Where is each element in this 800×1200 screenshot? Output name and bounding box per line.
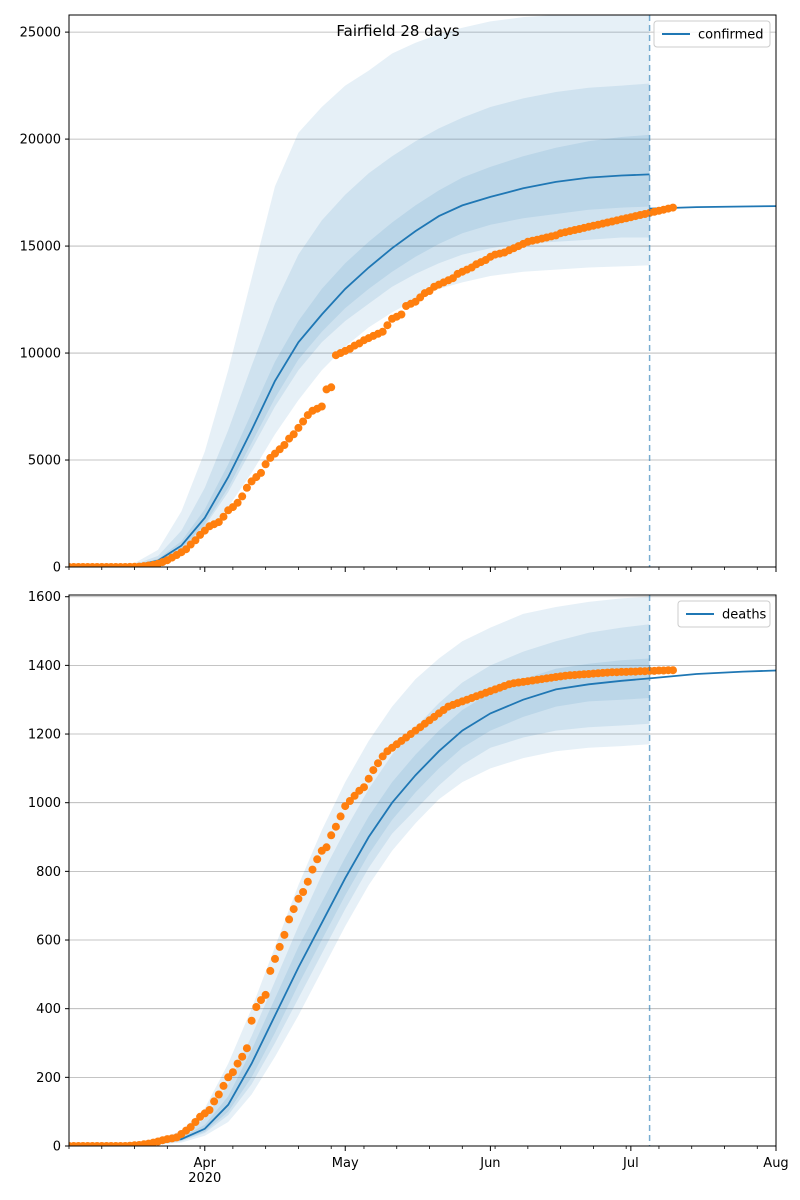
x-year-label: 2020 bbox=[188, 1171, 221, 1186]
legend-label: deaths bbox=[722, 608, 767, 623]
observed-point bbox=[669, 203, 677, 212]
legend-box bbox=[677, 600, 771, 628]
y-tick-label: 20000 bbox=[20, 133, 61, 148]
observed-point bbox=[299, 417, 308, 426]
observed-point bbox=[364, 774, 373, 783]
observed-point bbox=[191, 536, 200, 545]
observed-point bbox=[336, 812, 345, 821]
observed-point bbox=[219, 1081, 228, 1090]
observed-point bbox=[191, 1118, 200, 1126]
confirmed-panel: 0 5000 10000 15000 20000 25000 confirmed bbox=[20, 14, 777, 576]
axes-frame bbox=[68, 594, 777, 1147]
observed-point bbox=[374, 759, 382, 768]
projection-line bbox=[649, 669, 776, 680]
deaths-panel: 0 200 400 600 800 1000 1200 1400 1600 Apr May Jun Ju… bbox=[28, 590, 789, 1186]
observed-point bbox=[369, 766, 378, 775]
observed-point bbox=[299, 888, 308, 896]
observed-point bbox=[327, 383, 336, 392]
observed-point bbox=[331, 822, 340, 831]
observed-point bbox=[214, 518, 223, 527]
observed-point bbox=[210, 1097, 219, 1106]
y-tick-label: 0 bbox=[53, 1140, 61, 1155]
legend: confirmed bbox=[653, 20, 771, 48]
observed-point bbox=[214, 1090, 223, 1099]
y-tick-label: 15000 bbox=[20, 240, 61, 255]
y-tick-label: 5000 bbox=[28, 454, 61, 469]
observed-point bbox=[242, 1044, 251, 1053]
observed-point bbox=[327, 831, 336, 840]
y-tick-label: 0 bbox=[53, 561, 61, 576]
observed-point bbox=[303, 877, 312, 886]
y-tick-label: 1200 bbox=[28, 728, 61, 743]
observed-point bbox=[266, 966, 275, 975]
fit-line bbox=[69, 173, 650, 567]
uncertainty-band-1 bbox=[69, 83, 650, 567]
uncertainty-band-0 bbox=[69, 596, 650, 1146]
observed-point bbox=[378, 752, 387, 761]
observed-point bbox=[322, 843, 331, 852]
observed-point bbox=[280, 441, 289, 449]
legend-label: confirmed bbox=[698, 28, 764, 43]
observed-point bbox=[289, 430, 298, 439]
observed-point bbox=[289, 905, 298, 914]
observed-point bbox=[261, 990, 270, 999]
observed-point bbox=[233, 498, 242, 507]
observed-point bbox=[360, 783, 368, 792]
axes-frame bbox=[68, 14, 777, 568]
observed-point bbox=[242, 483, 251, 492]
observed-point bbox=[271, 954, 279, 963]
observed-point bbox=[205, 1106, 214, 1114]
observed-point bbox=[261, 460, 270, 469]
observed-point bbox=[294, 423, 303, 432]
observed-point bbox=[294, 894, 303, 903]
observed-point bbox=[275, 942, 284, 951]
y-tick-label: 600 bbox=[36, 934, 61, 949]
observed-point bbox=[378, 327, 387, 336]
observed-point bbox=[350, 791, 359, 800]
observed-point bbox=[257, 468, 265, 477]
observed-point bbox=[341, 802, 350, 811]
x-tick-label: Jun bbox=[479, 1156, 500, 1171]
y-tick-label: 800 bbox=[36, 865, 61, 880]
x-tick-label: Jul bbox=[622, 1156, 639, 1171]
observed-point bbox=[285, 915, 294, 924]
observed-point bbox=[247, 1016, 256, 1025]
plot-area bbox=[69, 15, 776, 567]
observed-point bbox=[669, 666, 677, 675]
observed-point bbox=[345, 797, 354, 805]
observed-point bbox=[238, 492, 247, 501]
observed-point bbox=[280, 930, 289, 939]
observed-point bbox=[257, 996, 265, 1005]
uncertainty-band-0 bbox=[69, 15, 650, 567]
chart-title: Fairfield 28 days bbox=[336, 22, 459, 40]
y-tick-label: 1000 bbox=[28, 796, 61, 811]
y-tick-label: 10000 bbox=[20, 347, 61, 362]
observed-point bbox=[252, 1003, 261, 1011]
x-tick-label: Aug bbox=[763, 1156, 788, 1171]
observed-point bbox=[313, 855, 322, 864]
observed-point bbox=[238, 1052, 247, 1061]
observed-point bbox=[397, 310, 406, 319]
observed-point bbox=[228, 1068, 237, 1077]
y-tick-label: 400 bbox=[36, 1002, 61, 1017]
observed-point bbox=[186, 1123, 195, 1132]
observed-point bbox=[219, 512, 228, 521]
legend: deaths bbox=[677, 600, 771, 628]
y-tick-label: 1600 bbox=[28, 590, 61, 605]
observed-point bbox=[308, 865, 317, 874]
x-tick-label: Apr bbox=[194, 1156, 217, 1171]
legend-box bbox=[653, 20, 771, 48]
observed-point bbox=[317, 402, 326, 411]
observed-point bbox=[224, 1073, 233, 1082]
y-tick-label: 200 bbox=[36, 1071, 61, 1086]
plot-area bbox=[69, 596, 776, 1146]
observed-point bbox=[233, 1059, 242, 1068]
x-tick-label: May bbox=[332, 1156, 359, 1171]
observed-point bbox=[383, 321, 392, 330]
y-tick-label: 25000 bbox=[20, 26, 61, 41]
y-tick-label: 1400 bbox=[28, 659, 61, 674]
